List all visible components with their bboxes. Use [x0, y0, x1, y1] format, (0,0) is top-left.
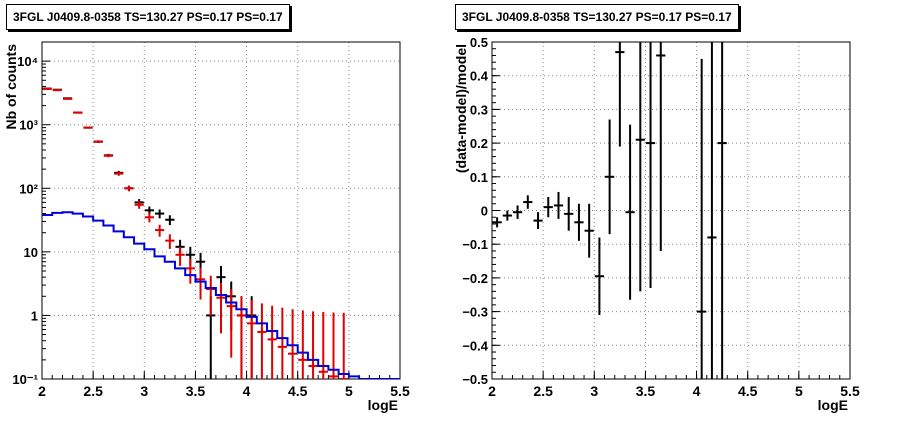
left-x-tick-label: 5.5	[390, 383, 410, 399]
left-x-tick-label: 5	[345, 383, 353, 399]
left-x-tick-label: 3.5	[186, 383, 206, 399]
right-y-tick-label: −0.3	[462, 305, 488, 320]
left-y-tick-label: 10²	[19, 181, 38, 196]
right-y-tick-label: 0.4	[470, 69, 489, 84]
right-x-tick-label: 4.5	[738, 383, 758, 399]
right-y-tick-label: 0.1	[470, 170, 488, 185]
right-y-tick-label: 0.3	[470, 102, 488, 117]
right-x-tick-label: 2	[488, 383, 496, 399]
left-x-tick-label: 4.5	[288, 383, 308, 399]
left-plot-frame	[41, 41, 401, 380]
right-x-tick-label: 3	[590, 383, 598, 399]
left-y-tick-label: 10⁴	[17, 54, 38, 69]
right-series-group	[492, 42, 727, 379]
left-y-tick-label: 10	[24, 245, 38, 260]
right-y-tick-label: −0.1	[462, 237, 488, 252]
left-y-axis-title: Nb of counts	[3, 44, 19, 130]
chart-title-right: 3FGL J0409.8-0358 TS=130.27 PS=0.17 PS=0…	[455, 4, 739, 30]
right-x-tick-label: 4	[693, 383, 701, 399]
right-y-tick-label: −0.4	[462, 338, 488, 353]
left-x-axis-title: logE	[368, 397, 398, 413]
right-x-tick-label: 2.5	[533, 383, 553, 399]
right-y-tick-label: 0.2	[470, 136, 488, 151]
left-model-step-line	[42, 211, 400, 379]
right-y-axis-title: (data-model)/model	[453, 44, 469, 173]
right-x-axis-title: logE	[818, 397, 848, 413]
right-y-tick-label: 0.5	[470, 35, 488, 50]
right-y-tick-label: −0.2	[462, 271, 488, 286]
left-x-tick-label: 4	[243, 383, 251, 399]
left-series-group	[42, 87, 400, 379]
left-y-tick-label: 10³	[19, 118, 38, 133]
left-y-tick-label: 1	[31, 308, 38, 323]
chart-title-left: 3FGL J0409.8-0358 TS=130.27 PS=0.17 PS=0…	[6, 4, 290, 30]
right-x-tick-label: 3.5	[636, 383, 656, 399]
right-x-tick-label: 5.5	[840, 383, 860, 399]
left-x-tick-label: 2.5	[83, 383, 103, 399]
right-y-tick-label: 0	[481, 204, 488, 219]
right-x-tick-label: 5	[795, 383, 803, 399]
left-x-tick-label: 3	[140, 383, 148, 399]
left-y-tick-label: 10⁻¹	[12, 372, 38, 387]
left-x-tick-label: 2	[38, 383, 46, 399]
right-y-tick-label: −0.5	[462, 372, 488, 387]
